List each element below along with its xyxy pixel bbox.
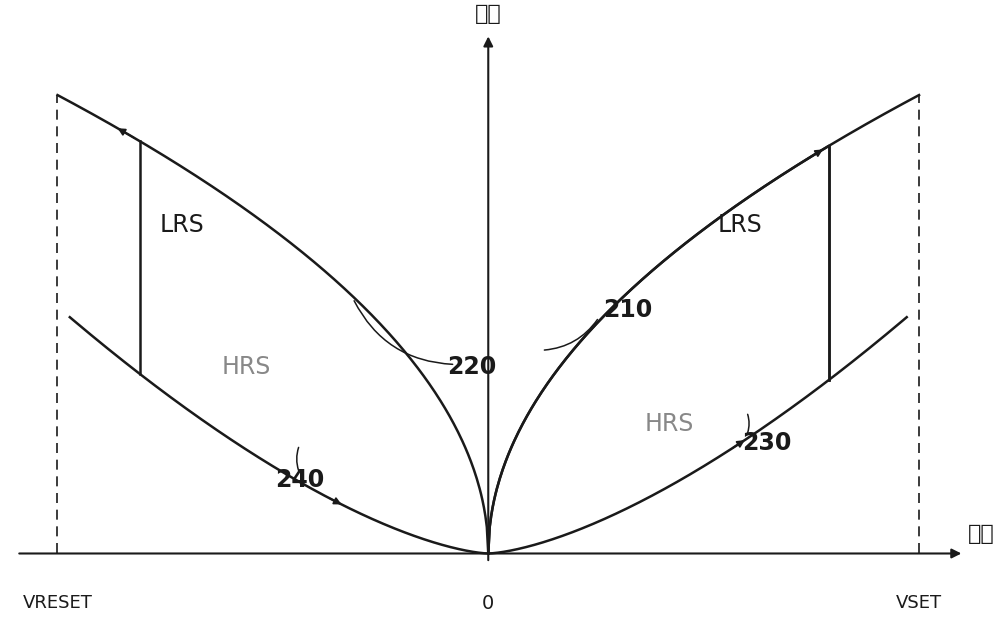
Text: HRS: HRS (222, 355, 271, 379)
Text: 电流: 电流 (475, 4, 502, 24)
Text: LRS: LRS (160, 213, 205, 237)
Text: 220: 220 (447, 355, 496, 379)
Text: VRESET: VRESET (23, 594, 92, 612)
Text: HRS: HRS (644, 412, 694, 436)
Text: 230: 230 (743, 431, 792, 454)
Text: 240: 240 (275, 468, 324, 493)
Text: VSET: VSET (896, 594, 942, 612)
Text: 0: 0 (482, 594, 494, 612)
Text: LRS: LRS (718, 213, 763, 237)
Text: 210: 210 (603, 298, 652, 322)
Text: 电压: 电压 (968, 524, 995, 544)
